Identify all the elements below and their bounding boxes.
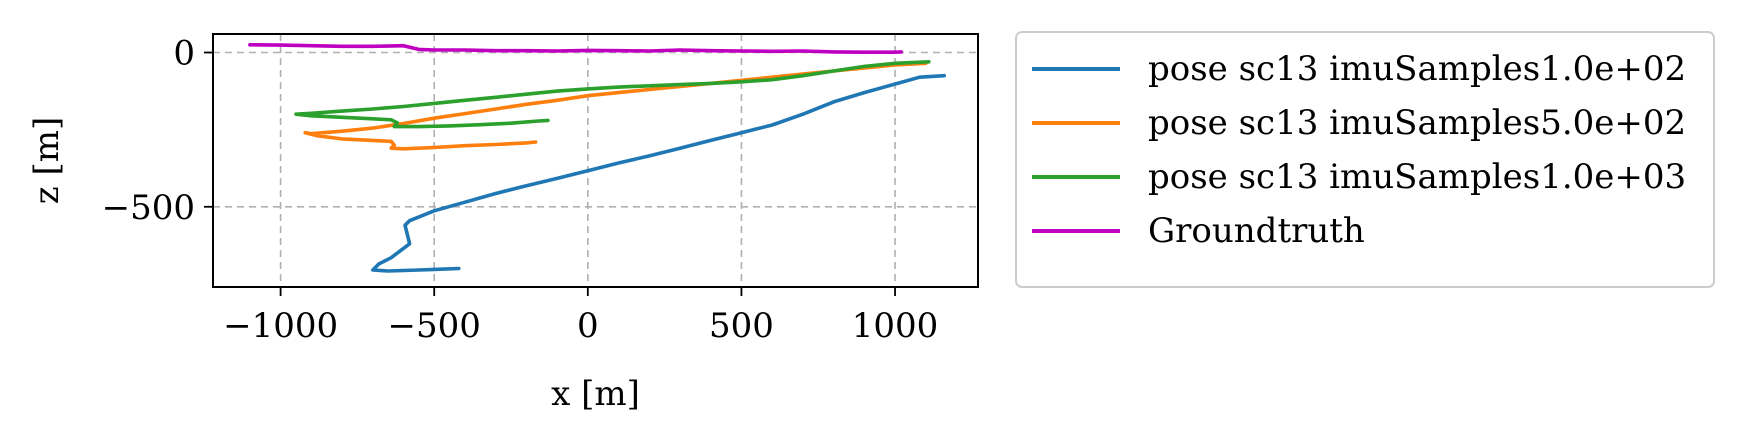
x-axis-title: x [m] bbox=[551, 374, 640, 414]
series-line bbox=[303, 61, 928, 151]
y-tick-label: 0 bbox=[173, 34, 195, 74]
y-tick-label: −500 bbox=[102, 188, 195, 228]
series-lines bbox=[248, 42, 947, 273]
series-line bbox=[248, 42, 904, 55]
grid-lines bbox=[213, 34, 978, 287]
x-tick-label: −1000 bbox=[223, 306, 338, 346]
legend-label: pose sc13 imuSamples5.0e+02 bbox=[1148, 103, 1686, 143]
series-line bbox=[294, 59, 931, 129]
legend-label: pose sc13 imuSamples1.0e+03 bbox=[1148, 157, 1686, 197]
plot-frame bbox=[212, 33, 979, 288]
legend-box bbox=[1015, 31, 1715, 288]
legend-label: pose sc13 imuSamples1.0e+02 bbox=[1148, 49, 1686, 89]
x-tick-label: 1000 bbox=[852, 306, 939, 346]
axis-ticks: −1000 −500 0 500 1000 0 −500 bbox=[102, 34, 939, 346]
x-tick-label: 500 bbox=[709, 306, 774, 346]
series-line bbox=[370, 73, 947, 273]
x-tick-label: 0 bbox=[577, 306, 599, 346]
legend-label: Groundtruth bbox=[1148, 211, 1365, 251]
legend: pose sc13 imuSamples1.0e+02 pose sc13 imu… bbox=[1015, 31, 1715, 288]
y-axis-title: z [m] bbox=[27, 117, 67, 205]
x-tick-label: −500 bbox=[388, 306, 481, 346]
